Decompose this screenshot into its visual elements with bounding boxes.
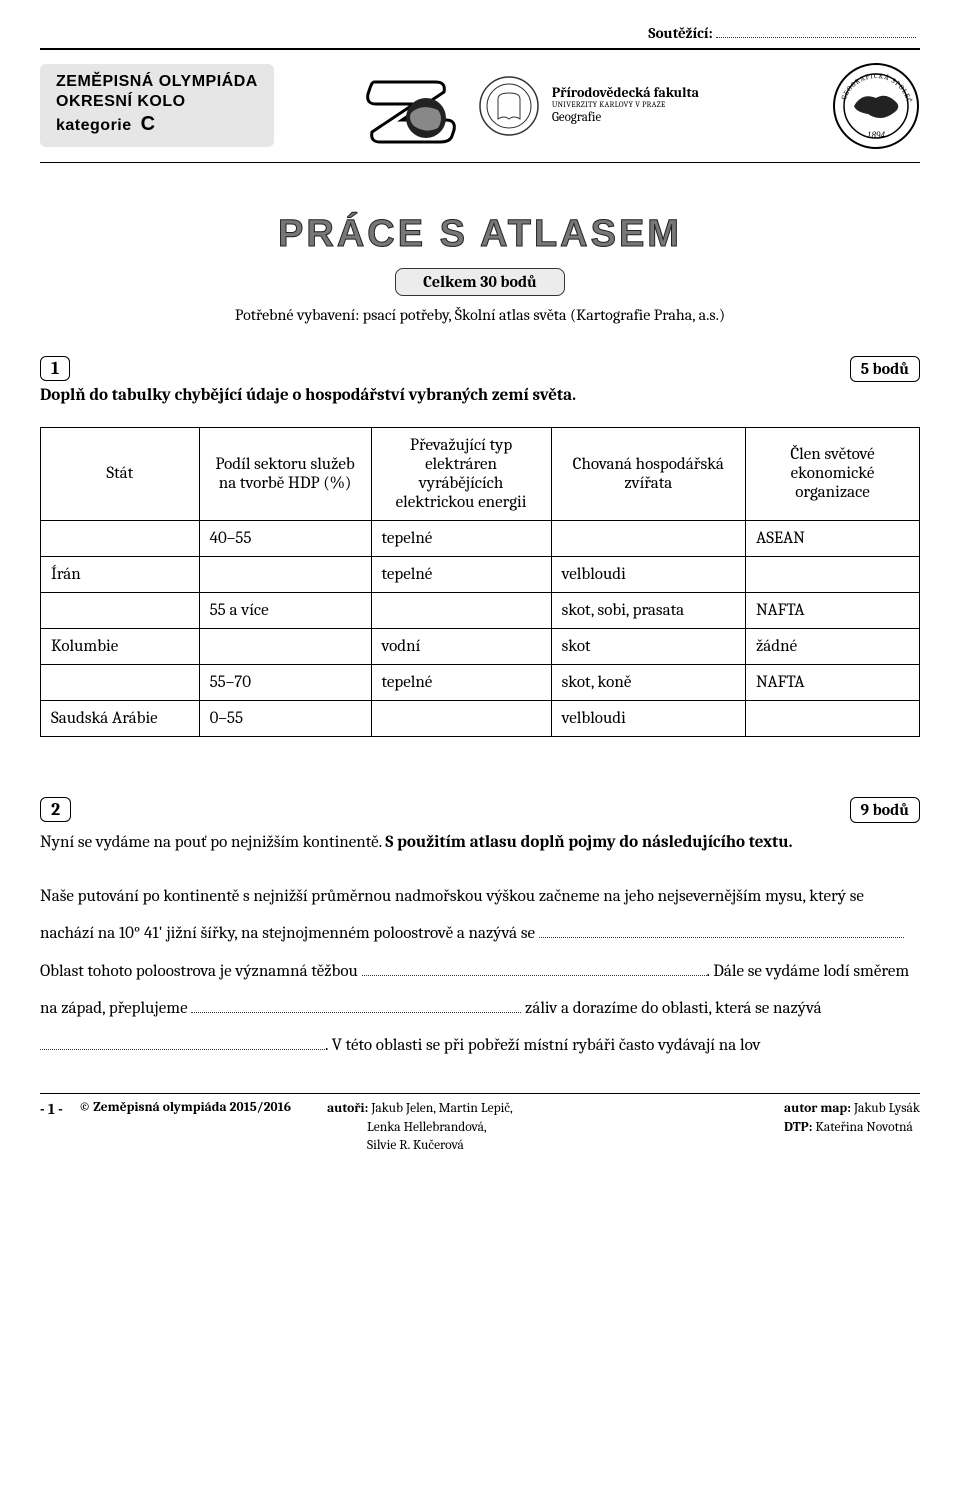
title-category-letter: C (141, 113, 156, 135)
geo-seal-year: 1894 (867, 130, 886, 140)
table-cell: 55 a více (199, 592, 371, 628)
q2-intro: Nyní se vydáme na pouť po nejnižším kont… (40, 831, 920, 856)
q2-points-box: 9 bodů (850, 797, 921, 823)
z-logo-icon (366, 68, 466, 144)
contestant-blank[interactable] (716, 26, 916, 38)
table-row: 55 a více skot, sobi, prasataNAFTA (41, 592, 920, 628)
table-cell[interactable] (746, 700, 920, 736)
q1-number-box: 1 (40, 356, 70, 381)
q1-table: Stát Podíl sektoru služeb na tvorbě HDP … (40, 427, 920, 737)
q2-blank-2[interactable] (362, 964, 707, 976)
title-line-3-prefix: kategorie (56, 117, 132, 134)
q1-th-3: Chovaná hospodářská zvířata (551, 427, 745, 520)
table-cell[interactable] (746, 556, 920, 592)
title-line-2: OKRESNÍ KOLO (56, 92, 258, 112)
table-cell: velbloudi (551, 556, 745, 592)
table-cell: skot (551, 628, 745, 664)
footer-dtp: Kateřina Novotná (815, 1120, 912, 1135)
table-row: 55–70tepelnéskot, koněNAFTA (41, 664, 920, 700)
footer-authors-l1: Jakub Jelen, Martin Lepič, (371, 1101, 513, 1116)
q1-th-0: Stát (41, 427, 200, 520)
university-text-l1: Přírodovědecká fakulta (552, 86, 699, 101)
table-cell: 55–70 (199, 664, 371, 700)
table-cell[interactable] (371, 592, 551, 628)
university-text: Přírodovědecká fakulta UNIVERZITY KARLOV… (552, 86, 699, 125)
contestant-label-text: Soutěžící: (648, 24, 712, 42)
table-cell: vodní (371, 628, 551, 664)
title-box: ZEMĚPISNÁ OLYMPIÁDA OKRESNÍ KOLO kategor… (40, 64, 274, 147)
table-row: Saudská Arábie0–55 velbloudi (41, 700, 920, 736)
table-cell: ASEAN (746, 520, 920, 556)
university-text-l3: Geografie (552, 111, 699, 125)
table-cell[interactable] (199, 628, 371, 664)
table-cell: skot, koně (551, 664, 745, 700)
table-cell: tepelné (371, 520, 551, 556)
table-cell: 0–55 (199, 700, 371, 736)
table-cell: Írán (41, 556, 200, 592)
table-cell[interactable] (551, 520, 745, 556)
table-cell: 40–55 (199, 520, 371, 556)
contestant-label: Soutěžící: (40, 24, 920, 42)
footer-authors-label: autoři: (327, 1101, 368, 1116)
q2-seg4: záliv a dorazíme do oblasti, která se na… (521, 999, 821, 1018)
table-row: Írán tepelnévelbloudi (41, 556, 920, 592)
main-title: PRÁCE S ATLASEM (40, 213, 920, 256)
table-cell: žádné (746, 628, 920, 664)
table-cell: NAFTA (746, 664, 920, 700)
page-header: ZEMĚPISNÁ OLYMPIÁDA OKRESNÍ KOLO kategor… (40, 54, 920, 163)
q2-header-row: 2 9 bodů (40, 797, 920, 823)
q2-number-box: 2 (40, 797, 71, 822)
university-text-l2: UNIVERZITY KARLOVY V PRAZE (552, 101, 699, 109)
q2-seg2: Oblast tohoto poloostrova je významná tě… (40, 962, 362, 981)
table-row: 40–55tepelné ASEAN (41, 520, 920, 556)
footer-mapauthor-label: autor map: (784, 1101, 851, 1116)
footer-credits: autor map: Jakub Lysák DTP: Kateřina Nov… (784, 1100, 920, 1136)
table-cell: velbloudi (551, 700, 745, 736)
table-cell[interactable] (41, 664, 200, 700)
q2-intro-bold: S použitím atlasu doplň pojmy do následu… (385, 833, 792, 852)
q1-th-1: Podíl sektoru služeb na tvorbě HDP (%) (199, 427, 371, 520)
footer-authors-l3: Silvie R. Kučerová (367, 1138, 464, 1153)
footer-dtp-label: DTP: (784, 1120, 812, 1135)
geographic-society-seal-icon: 1894 GEOGRAFICKÁ SPOLEČ (832, 62, 920, 150)
title-line-1: ZEMĚPISNÁ OLYMPIÁDA (56, 72, 258, 92)
table-cell: skot, sobi, prasata (551, 592, 745, 628)
university-seal-icon (478, 75, 540, 137)
q1-points-box: 5 bodů (850, 356, 920, 382)
table-cell: tepelné (371, 664, 551, 700)
header-top-rule (40, 48, 920, 50)
q2-seg5: . V této oblasti se při pobřeží místní r… (325, 1036, 760, 1055)
table-cell[interactable] (371, 700, 551, 736)
footer-mapauthor: Jakub Lysák (854, 1101, 920, 1116)
table-row: Kolumbie vodnískotžádné (41, 628, 920, 664)
page-number: - 1 - (40, 1100, 63, 1118)
table-cell: tepelné (371, 556, 551, 592)
footer-copyright: © Zeměpisná olympiáda 2015/2016 (79, 1100, 291, 1115)
q2-body: Naše putování po kontinentě s nejnižší p… (40, 878, 920, 1065)
table-cell[interactable] (41, 592, 200, 628)
table-cell: NAFTA (746, 592, 920, 628)
q1-prompt: Doplň do tabulky chybějící údaje o hospo… (40, 386, 920, 405)
footer-authors-l2: Lenka Hellebrandová, (367, 1120, 487, 1135)
q1-th-2: Převažující typ elektráren vyrábějících … (371, 427, 551, 520)
table-cell: Saudská Arábie (41, 700, 200, 736)
page-footer: - 1 - © Zeměpisná olympiáda 2015/2016 au… (40, 1094, 920, 1155)
q2-intro-plain: Nyní se vydáme na pouť po nejnižším kont… (40, 833, 385, 852)
q2-blank-4[interactable] (40, 1038, 325, 1050)
q2-blank-1[interactable] (539, 926, 904, 938)
q1-th-4: Člen světové ekonomické organizace (746, 427, 920, 520)
table-cell[interactable] (199, 556, 371, 592)
footer-authors: autoři: Jakub Jelen, Martin Lepič, autoř… (327, 1100, 513, 1155)
q1-header-row: 1 5 bodů (40, 356, 920, 382)
title-line-3: kategorie C (56, 112, 258, 137)
q1-table-head-row: Stát Podíl sektoru služeb na tvorbě HDP … (41, 427, 920, 520)
table-cell: Kolumbie (41, 628, 200, 664)
q2-blank-3[interactable] (191, 1001, 521, 1013)
total-points-pill: Celkem 30 bodů (395, 268, 565, 296)
equipment-line: Potřebné vybavení: psací potřeby, Školní… (40, 306, 920, 324)
table-cell[interactable] (41, 520, 200, 556)
